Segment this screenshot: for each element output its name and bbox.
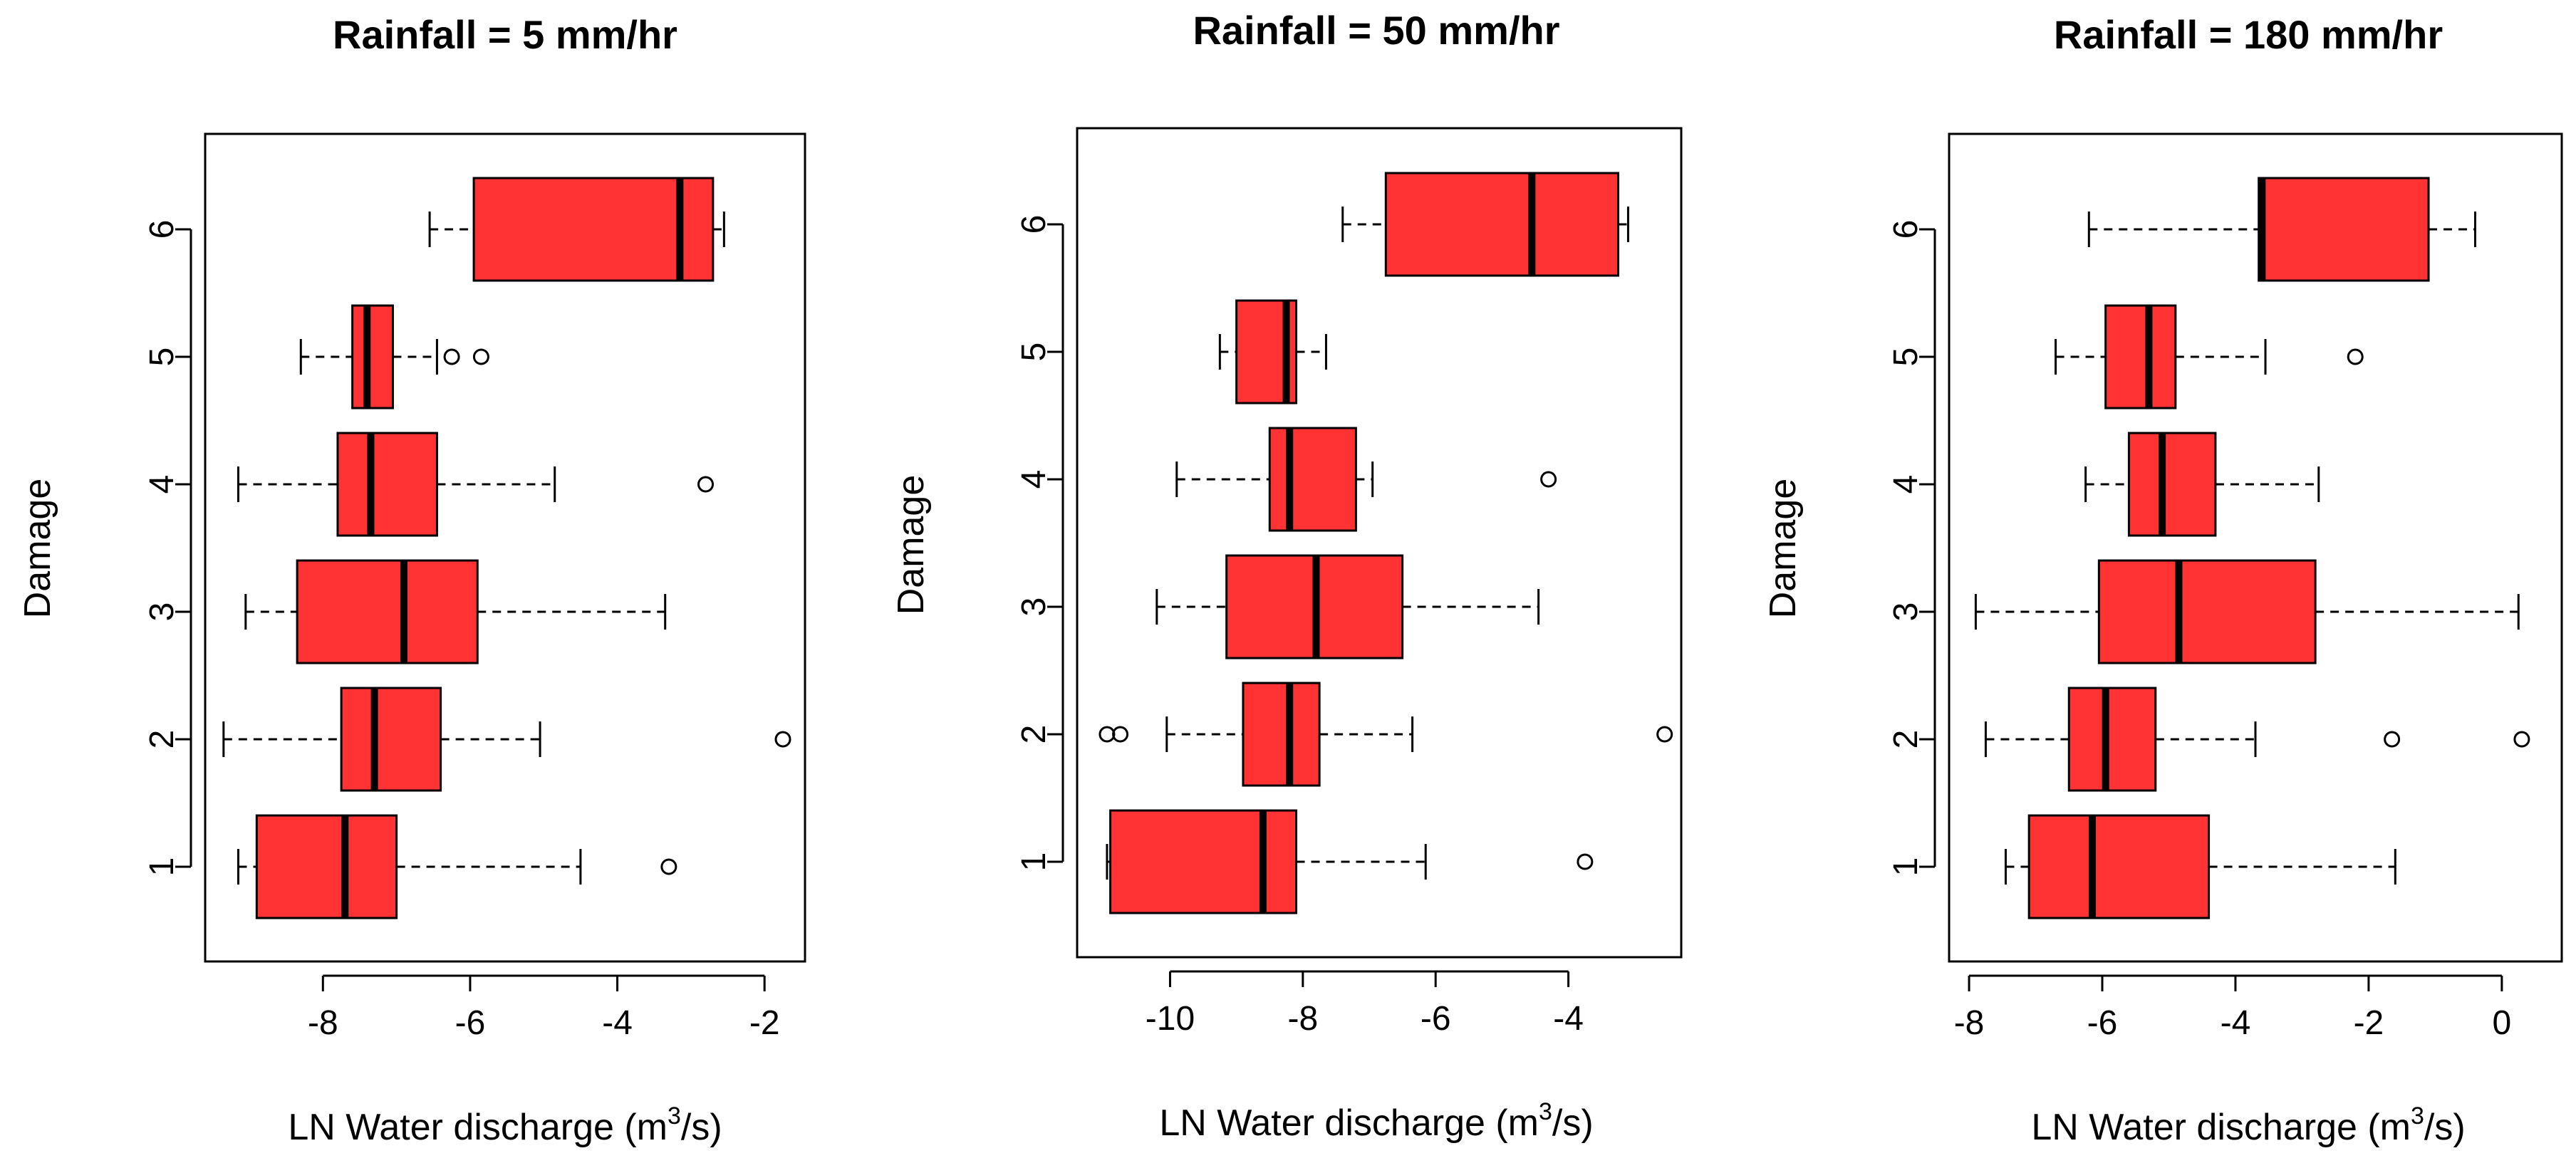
y-tick-label: 6 [1015, 215, 1053, 234]
box-damage-5 [1218, 299, 1327, 405]
y-tick-label: 1 [1015, 852, 1053, 872]
box-damage-2 [222, 687, 791, 792]
y-axis-label: Damage [1762, 479, 1804, 619]
x-tick-label: -4 [1553, 1000, 1584, 1038]
outlier-point [1540, 471, 1557, 488]
x-axis-label: LN Water discharge (m3/s) [1159, 1098, 1593, 1144]
box-damage-1 [1106, 809, 1594, 914]
outlier-point [472, 348, 489, 365]
x-axis-label: LN Water discharge (m3/s) [288, 1102, 722, 1148]
x-tick-label: -8 [1287, 1000, 1318, 1038]
box-damage-3 [1155, 554, 1540, 659]
panel-title: Rainfall = 50 mm/hr [1193, 8, 1559, 53]
outlier-point [1577, 853, 1594, 870]
x-tick-label: -2 [749, 1004, 780, 1042]
y-tick-label: 4 [1015, 470, 1053, 489]
y-tick-label: 4 [143, 475, 181, 494]
box-damage-4 [2084, 432, 2320, 537]
x-tick-label: -10 [1146, 1000, 1195, 1038]
box-damage-3 [1974, 559, 2520, 664]
outlier-point [697, 476, 715, 493]
panel-rainfall-50: Rainfall = 50 mm/hr Damage LN Water disc… [890, 8, 1683, 1144]
x-tick-label: -4 [2221, 1004, 2251, 1042]
outlier-point [1099, 726, 1116, 743]
iqr-box [1268, 427, 1357, 532]
x-tick-label: -6 [2087, 1004, 2118, 1042]
outlier-point [443, 348, 460, 365]
box-damage-2 [1984, 687, 2530, 792]
x-tick-label: -6 [1421, 1000, 1451, 1038]
y-tick-label: 5 [143, 348, 181, 367]
y-axis-label: Damage [890, 475, 932, 615]
iqr-box [2097, 559, 2317, 664]
x-tick-label: 0 [2493, 1004, 2512, 1042]
box-damage-4 [237, 432, 715, 537]
box-damage-1 [237, 814, 677, 919]
iqr-box [351, 304, 394, 410]
iqr-box [1109, 809, 1298, 914]
x-tick-label: -2 [2354, 1004, 2384, 1042]
y-tick-label: 3 [1887, 603, 1925, 622]
outlier-point [2513, 731, 2530, 748]
outlier-point [660, 858, 677, 875]
panel-title: Rainfall = 180 mm/hr [2054, 12, 2443, 57]
iqr-box [2258, 177, 2430, 282]
x-tick-label: -4 [602, 1004, 633, 1042]
iqr-box [2104, 304, 2177, 410]
y-tick-label: 2 [143, 730, 181, 749]
iqr-box [2127, 432, 2217, 537]
iqr-box [1242, 682, 1321, 787]
plot-frame [1076, 127, 1683, 959]
box-damage-4 [1175, 427, 1557, 532]
plot-frame [1948, 132, 2563, 963]
y-tick-label: 2 [1015, 725, 1053, 744]
box-damage-3 [244, 559, 667, 664]
plot-frame [204, 132, 806, 963]
y-tick-label: 4 [1887, 475, 1925, 494]
x-tick-label: -6 [455, 1004, 486, 1042]
y-tick-label: 3 [1015, 598, 1053, 617]
panel-title: Rainfall = 5 mm/hr [333, 12, 677, 57]
y-tick-label: 2 [1887, 730, 1925, 749]
y-tick-label: 5 [1887, 348, 1925, 367]
plot-area: -10 -8 -6 -4 1 2 3 4 5 6 [1015, 172, 1673, 1038]
box-damage-5 [2055, 304, 2364, 410]
box-damage-6 [428, 177, 725, 282]
iqr-box [340, 687, 442, 792]
iqr-box [255, 814, 398, 919]
x-tick-label: -8 [1954, 1004, 1985, 1042]
outlier-point [2347, 348, 2364, 365]
plot-area: -8 -6 -4 -2 1 2 3 4 5 6 [143, 177, 791, 1042]
y-axis-label: Damage [17, 479, 58, 619]
outlier-point [2384, 731, 2401, 748]
iqr-box [2067, 687, 2157, 792]
iqr-box [2027, 814, 2211, 919]
y-tick-label: 5 [1015, 343, 1053, 362]
iqr-box [336, 432, 438, 537]
iqr-box [472, 177, 715, 282]
plot-area: -8 -6 -4 -2 0 1 2 3 4 5 6 [1887, 177, 2530, 1042]
iqr-box [1384, 172, 1619, 277]
y-tick-label: 3 [143, 603, 181, 622]
box-damage-5 [299, 304, 489, 410]
box-damage-6 [2087, 177, 2476, 282]
y-tick-label: 1 [143, 857, 181, 877]
x-tick-label: -8 [308, 1004, 338, 1042]
x-axis-label: LN Water discharge (m3/s) [2031, 1102, 2465, 1148]
y-tick-label: 6 [143, 220, 181, 239]
outlier-point [774, 731, 791, 748]
y-tick-label: 1 [1887, 857, 1925, 877]
panel-rainfall-180: Rainfall = 180 mm/hr Damage LN Water dis… [1762, 12, 2563, 1148]
outlier-point [1112, 726, 1129, 743]
box-damage-1 [2004, 814, 2396, 919]
y-tick-label: 6 [1887, 220, 1925, 239]
box-damage-6 [1341, 172, 1629, 277]
iqr-box [296, 559, 479, 664]
panel-rainfall-5: Rainfall = 5 mm/hr Damage LN Water disch… [17, 12, 806, 1148]
outlier-point [1656, 726, 1673, 743]
box-damage-2 [1099, 682, 1673, 787]
